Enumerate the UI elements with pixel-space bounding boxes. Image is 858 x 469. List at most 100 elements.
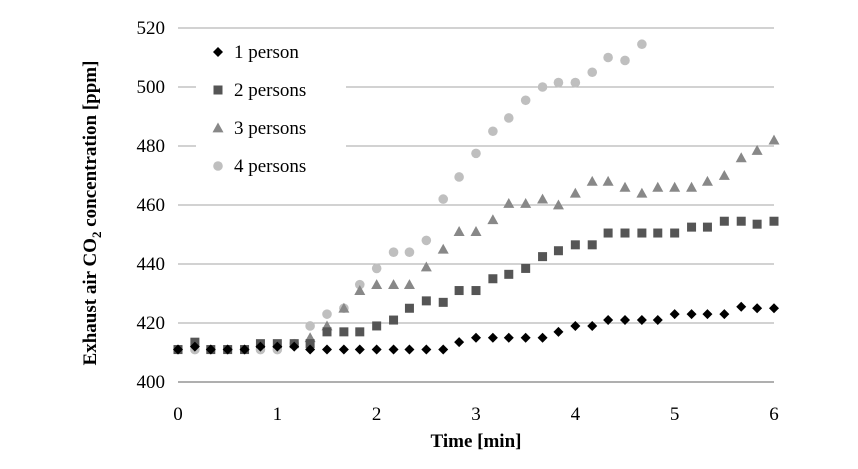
data-point (454, 286, 464, 296)
data-point (569, 187, 581, 198)
legend-marker (212, 122, 224, 133)
data-point (421, 235, 432, 246)
data-point (354, 279, 365, 290)
y-tick-label: 480 (137, 136, 166, 157)
x-tick-label: 5 (670, 404, 680, 425)
data-point (603, 52, 613, 63)
data-point (669, 309, 680, 320)
y-axis-title: Exhaust air CO2 concentration [ppm] (80, 61, 104, 366)
data-point (487, 332, 498, 343)
data-point (702, 309, 713, 320)
series-1 (173, 301, 779, 355)
data-point (652, 181, 664, 192)
data-point (537, 332, 548, 343)
legend-label: 4 persons (234, 156, 306, 177)
data-point (752, 219, 762, 229)
data-point (687, 222, 697, 232)
data-point (769, 303, 779, 314)
data-point (620, 315, 630, 326)
data-point (388, 279, 400, 290)
data-point (586, 175, 598, 186)
data-point (768, 134, 780, 145)
data-point (553, 77, 564, 88)
data-point (354, 285, 366, 295)
y-axis-title-rest: concentration [ppm] (80, 61, 101, 232)
data-point (438, 344, 449, 355)
data-point (189, 341, 200, 352)
data-point (322, 327, 332, 337)
data-point (751, 144, 763, 155)
data-point (537, 82, 548, 92)
data-point (587, 320, 598, 331)
data-point (602, 175, 614, 186)
data-point (355, 327, 365, 337)
data-point (736, 301, 747, 312)
data-point (403, 279, 415, 290)
data-point (653, 228, 663, 238)
data-point (553, 326, 564, 337)
x-tick-labels: 0 1 2 3 4 5 6 (173, 404, 779, 425)
data-point (371, 279, 383, 290)
data-point (702, 222, 712, 232)
data-point (388, 247, 399, 257)
data-point (636, 187, 648, 198)
data-point (570, 77, 581, 88)
y-axis-title-subscript: 2 (89, 232, 104, 239)
data-point (438, 194, 449, 204)
legend-marker (213, 85, 223, 95)
legend-marker (213, 161, 223, 171)
data-point (471, 286, 481, 296)
y-tick-label: 420 (137, 313, 166, 334)
series-2 (173, 216, 779, 355)
data-point (670, 228, 680, 238)
data-point (388, 344, 399, 355)
data-point (438, 297, 448, 307)
data-point (652, 315, 663, 326)
data-point (421, 296, 431, 306)
data-point (404, 247, 415, 257)
data-point (420, 261, 432, 272)
data-point (222, 344, 233, 355)
data-point (272, 341, 283, 352)
legend: 1 person 2 persons 3 persons 4 persons (196, 30, 346, 200)
data-point (669, 181, 681, 192)
data-point (404, 303, 414, 313)
x-tick-label: 6 (769, 404, 779, 425)
data-point (619, 181, 631, 192)
data-point (404, 344, 415, 355)
data-point (454, 337, 465, 348)
x-tick-label: 3 (471, 404, 481, 425)
data-point (719, 216, 729, 226)
y-tick-label: 400 (137, 372, 166, 393)
data-point (389, 315, 399, 325)
data-point (305, 344, 316, 355)
y-tick-label: 440 (137, 254, 166, 275)
legend-label: 3 persons (234, 118, 306, 139)
data-point (173, 344, 183, 355)
y-tick-label: 460 (137, 195, 166, 216)
x-tick-label: 2 (372, 404, 382, 425)
data-point (637, 228, 647, 238)
data-point (487, 214, 499, 225)
data-point (636, 315, 647, 326)
data-point (289, 341, 300, 352)
data-point (620, 228, 630, 238)
data-point (305, 339, 315, 349)
data-point (255, 341, 266, 352)
data-point (322, 309, 332, 319)
data-points (173, 39, 780, 355)
legend-background (196, 30, 346, 200)
data-point (701, 175, 713, 186)
data-point (520, 95, 531, 106)
data-point (587, 67, 598, 78)
data-point (437, 243, 449, 254)
data-point (520, 198, 532, 208)
data-point (471, 332, 481, 343)
data-point (620, 55, 630, 66)
data-point (603, 228, 613, 238)
y-tick-label: 500 (137, 77, 166, 98)
data-point (354, 344, 365, 355)
data-point (553, 246, 563, 256)
data-point (504, 269, 514, 279)
